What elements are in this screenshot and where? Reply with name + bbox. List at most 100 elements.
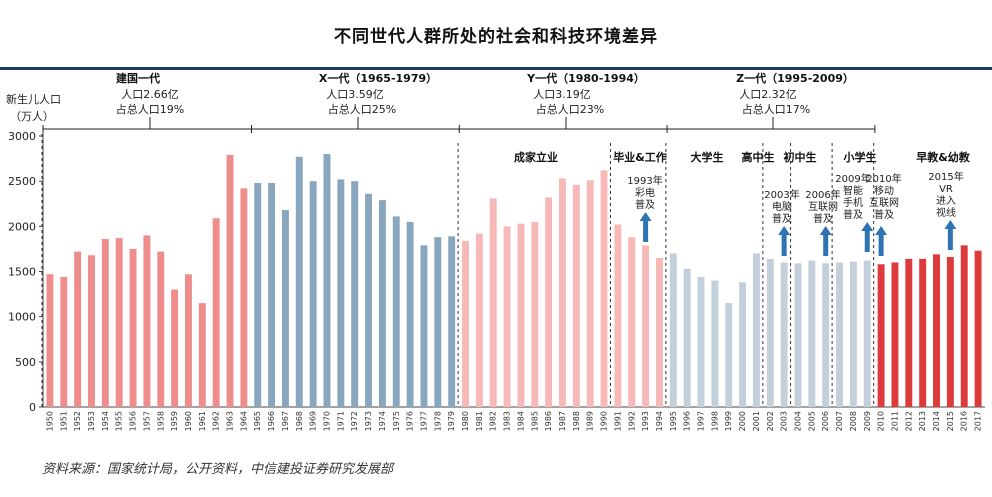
generation-title: 建国一代 [116,71,160,85]
x-tick-label: 1969 [309,411,318,431]
x-tick-label: 1984 [516,411,525,431]
bar-1963 [226,154,234,407]
annotation-line: 进入 [936,195,956,207]
life-stage-labels: 成家立业 毕业&工作 大学生 高中生 初中生 小学生 早教&幼教 [514,150,971,164]
x-tick-label: 1964 [239,411,248,431]
x-tick-label: 1959 [170,411,179,431]
annotation-line: 1993年 [627,174,662,187]
generation-share: 占总人口25% [328,102,396,116]
bar-1991 [614,224,622,407]
annotation-line: 2010年 [866,172,901,185]
x-tick-label: 1998 [710,411,719,431]
generation-share: 占总人口17% [742,102,810,116]
x-tick-label: 2006 [821,411,830,431]
bar-2000 [739,282,747,407]
bar-1958 [157,251,165,407]
generation-share: 占总人口23% [536,102,604,116]
x-tick-label: 1967 [281,411,290,431]
bar-1962 [212,218,220,407]
bar-2017 [974,250,982,407]
x-tick-label: 1996 [683,411,692,431]
x-tick-label: 2016 [960,411,969,431]
annotation-2010: 2010年 移动 互联网 普及 [866,172,901,221]
annotation-line: 彩电 [635,186,655,199]
bar-1984 [517,223,525,407]
bar-2010 [877,264,885,407]
x-tick-label: 1995 [669,411,678,431]
annotation-2003: 2003年 电脑 普及 [764,188,799,225]
bar-2007 [836,262,844,407]
bar-1997 [697,276,705,407]
y-tick-label: 2500 [8,175,36,188]
x-tick-label: 2014 [932,411,941,431]
bar-2003 [780,262,788,407]
x-tick-label: 1975 [392,411,401,431]
x-tick-label: 1985 [530,411,539,431]
x-tick-label: 1974 [378,411,387,431]
bar-2006 [822,263,830,407]
bar-2002 [766,258,774,407]
bar-1967 [281,210,289,407]
bar-1978 [434,237,442,407]
source-note: 资料来源：国家统计局，公开资料，中信建投证券研究发展部 [42,462,394,477]
bar-1966 [268,182,276,407]
x-tick-label: 1958 [156,411,165,431]
bar-1987 [559,178,566,407]
x-tick-label: 1999 [724,411,733,431]
bar-1961 [198,303,206,407]
y-tick-label: 500 [15,356,36,369]
x-tick-label: 1982 [489,411,498,431]
x-tick-labels: 1950 1951 1952 1953 1954 1955 1956 1957 1958 1959… [45,411,982,431]
x-tick-label: 1997 [697,411,706,431]
x-tick-label: 1962 [212,411,221,431]
bar-2015 [946,257,954,407]
bar-1989 [586,180,594,407]
x-tick-label: 1994 [655,411,664,431]
x-tick-label: 1952 [73,411,82,431]
x-tick-label: 2013 [918,411,927,431]
bar-1969 [309,181,317,407]
generation-population: 人口3.19亿 [533,88,591,101]
y-tick-label: 1500 [8,266,36,279]
x-tick-label: 1972 [350,411,359,431]
x-tick-label: 1986 [544,411,553,431]
bar-1970 [323,154,331,407]
bar-1977 [420,245,428,407]
x-tick-label: 1990 [600,411,609,431]
bar-2016 [960,245,968,407]
x-tick-label: 1993 [641,411,650,431]
x-tick-label: 2007 [835,411,844,431]
x-tick-label: 2003 [780,411,789,431]
bar-1992 [628,237,636,407]
bar-1990 [600,170,608,407]
y-tick-label: 2000 [8,220,36,233]
x-tick-label: 1950 [45,411,54,431]
bar-2013 [919,258,927,407]
x-tick-label: 1987 [558,411,567,431]
generation-brackets [42,117,876,133]
technology-annotations: 1993年 彩电 普及 2003年 电脑 普及 2006年 互联网 普及 200… [627,170,963,225]
x-tick-label: 1973 [364,411,373,431]
annotation-line: 互联网 [808,201,838,213]
annotation-line: 2006年 [805,188,840,201]
annotation-line: 智能 [843,184,863,197]
x-tick-label: 2009 [863,411,872,431]
x-tick-label: 1968 [295,411,304,431]
generation-headers: 建国一代 人口2.66亿 占总人口19% X一代（1965-1979） 人口3.… [116,71,854,116]
x-tick-label: 2008 [849,411,858,431]
x-tick-label: 2005 [807,411,816,431]
x-tick-label: 1983 [503,411,512,431]
life-stage-label: 大学生 [691,150,724,164]
bar-1981 [475,233,483,407]
chart-title: 不同世代人群所处的社会和科技环境差异 [334,27,658,47]
x-tick-label: 1960 [184,411,193,431]
bar-1974 [378,200,386,407]
bar-2005 [808,260,816,407]
x-tick-label: 1980 [461,411,470,431]
x-tick-label: 1953 [87,411,96,431]
x-tick-label: 2002 [766,411,775,431]
bar-1995 [669,253,677,407]
y-axis-label-line1: 新生儿人口 [6,92,61,106]
bar-1950 [46,274,54,407]
